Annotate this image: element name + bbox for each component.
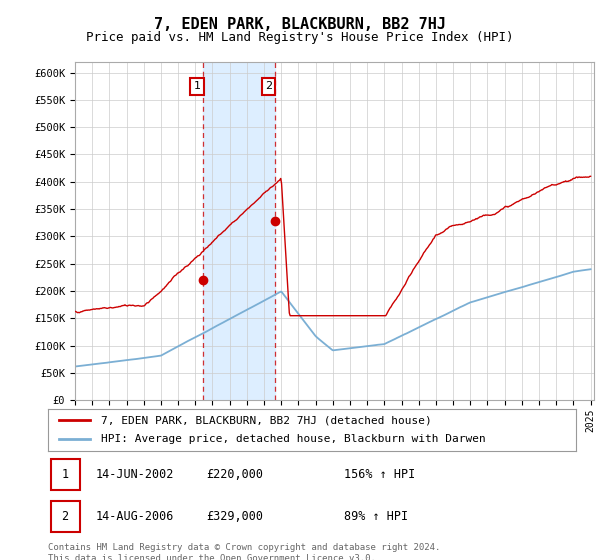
Text: 1: 1 (193, 81, 200, 91)
Text: 7, EDEN PARK, BLACKBURN, BB2 7HJ (detached house): 7, EDEN PARK, BLACKBURN, BB2 7HJ (detach… (101, 415, 431, 425)
Text: Contains HM Land Registry data © Crown copyright and database right 2024.
This d: Contains HM Land Registry data © Crown c… (48, 543, 440, 560)
Text: 2: 2 (265, 81, 272, 91)
Text: £220,000: £220,000 (206, 468, 263, 481)
Text: 89% ↑ HPI: 89% ↑ HPI (344, 510, 408, 523)
Text: 14-JUN-2002: 14-JUN-2002 (95, 468, 174, 481)
Text: £329,000: £329,000 (206, 510, 263, 523)
Text: 1: 1 (62, 468, 69, 481)
Text: 156% ↑ HPI: 156% ↑ HPI (344, 468, 415, 481)
FancyBboxPatch shape (50, 501, 80, 532)
Text: Price paid vs. HM Land Registry's House Price Index (HPI): Price paid vs. HM Land Registry's House … (86, 31, 514, 44)
Text: HPI: Average price, detached house, Blackburn with Darwen: HPI: Average price, detached house, Blac… (101, 435, 485, 445)
Text: 14-AUG-2006: 14-AUG-2006 (95, 510, 174, 523)
Text: 7, EDEN PARK, BLACKBURN, BB2 7HJ: 7, EDEN PARK, BLACKBURN, BB2 7HJ (154, 17, 446, 32)
Text: 2: 2 (62, 510, 69, 523)
FancyBboxPatch shape (50, 459, 80, 490)
Bar (203, 62, 275, 400)
